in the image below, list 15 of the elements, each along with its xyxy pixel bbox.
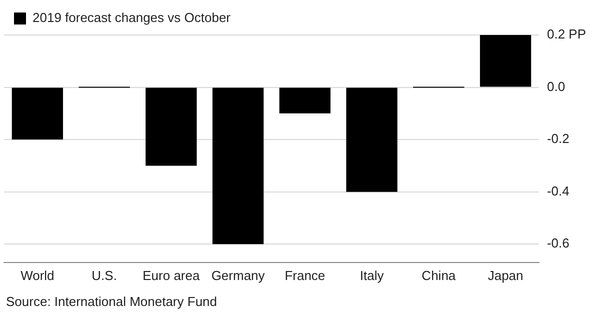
y-tick-label: -0.2 <box>546 131 570 146</box>
x-tick-label: Germany <box>211 268 266 283</box>
y-tick-label: -0.4 <box>546 183 570 198</box>
x-tick-label: Euro area <box>142 268 200 283</box>
x-tick-label: Italy <box>360 268 384 283</box>
x-tick-label: U.S. <box>92 268 117 283</box>
source-note: Source: International Monetary Fund <box>6 294 218 309</box>
x-tick-label: China <box>422 268 456 283</box>
y-tick-label: -0.6 <box>546 236 570 251</box>
y-tick-label: 0.2 PP <box>546 26 586 42</box>
legend-label: 2019 forecast changes vs October <box>32 10 232 26</box>
x-tick-label: Japan <box>488 268 524 283</box>
x-tick-label: World <box>20 268 54 283</box>
x-tick-label: France <box>284 268 326 283</box>
y-tick-label: 0.0 <box>546 78 566 94</box>
